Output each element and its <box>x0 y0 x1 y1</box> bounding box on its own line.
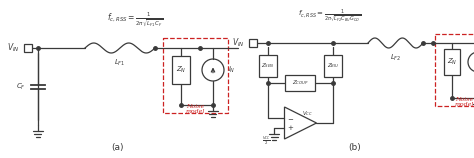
Text: $\frac{V_{CC}}{2}$: $\frac{V_{CC}}{2}$ <box>262 135 271 147</box>
Bar <box>324 55 342 77</box>
Text: $V_{IN}$: $V_{IN}$ <box>7 42 20 54</box>
Text: $Z_{COUP}$: $Z_{COUP}$ <box>292 79 309 87</box>
Bar <box>435 34 474 106</box>
Text: $V_{IN}$: $V_{IN}$ <box>232 37 245 49</box>
Bar <box>285 75 316 91</box>
Text: (b): (b) <box>348 143 361 152</box>
Bar <box>24 44 32 52</box>
Text: $+$: $+$ <box>288 124 295 133</box>
Text: $V_{CC}$: $V_{CC}$ <box>302 109 313 118</box>
Text: $L_{F2}$: $L_{F2}$ <box>390 53 401 63</box>
Text: model: model <box>186 109 205 114</box>
Text: $L_{F1}$: $L_{F1}$ <box>114 58 126 68</box>
Text: $i_N$: $i_N$ <box>228 65 236 75</box>
Text: $Z_{SEN}$: $Z_{SEN}$ <box>261 62 275 70</box>
Text: $-$: $-$ <box>288 115 295 121</box>
Bar <box>249 39 257 47</box>
Bar <box>444 49 460 75</box>
Text: Noise: Noise <box>455 97 473 102</box>
Bar <box>172 56 190 84</box>
Text: (a): (a) <box>112 143 124 152</box>
Bar <box>259 55 277 77</box>
Text: model: model <box>454 102 474 107</box>
Text: $C_F$: $C_F$ <box>16 81 26 92</box>
Bar <box>163 38 228 113</box>
Text: $f_{c,RSS} = \frac{1}{2\pi\sqrt{L_{F1}C_F}}$: $f_{c,RSS} = \frac{1}{2\pi\sqrt{L_{F1}C_… <box>107 10 163 29</box>
Text: $Z_N$: $Z_N$ <box>176 65 186 75</box>
Text: $Z_{BIU}$: $Z_{BIU}$ <box>327 62 339 70</box>
Text: $Z_N$: $Z_N$ <box>447 57 457 67</box>
Text: $f_{c,RSS} = \frac{1}{2\pi\sqrt{L_{F2}C_{BU}G_{OO}}}$: $f_{c,RSS} = \frac{1}{2\pi\sqrt{L_{F2}C_… <box>299 8 362 25</box>
Text: Noise: Noise <box>186 104 205 109</box>
